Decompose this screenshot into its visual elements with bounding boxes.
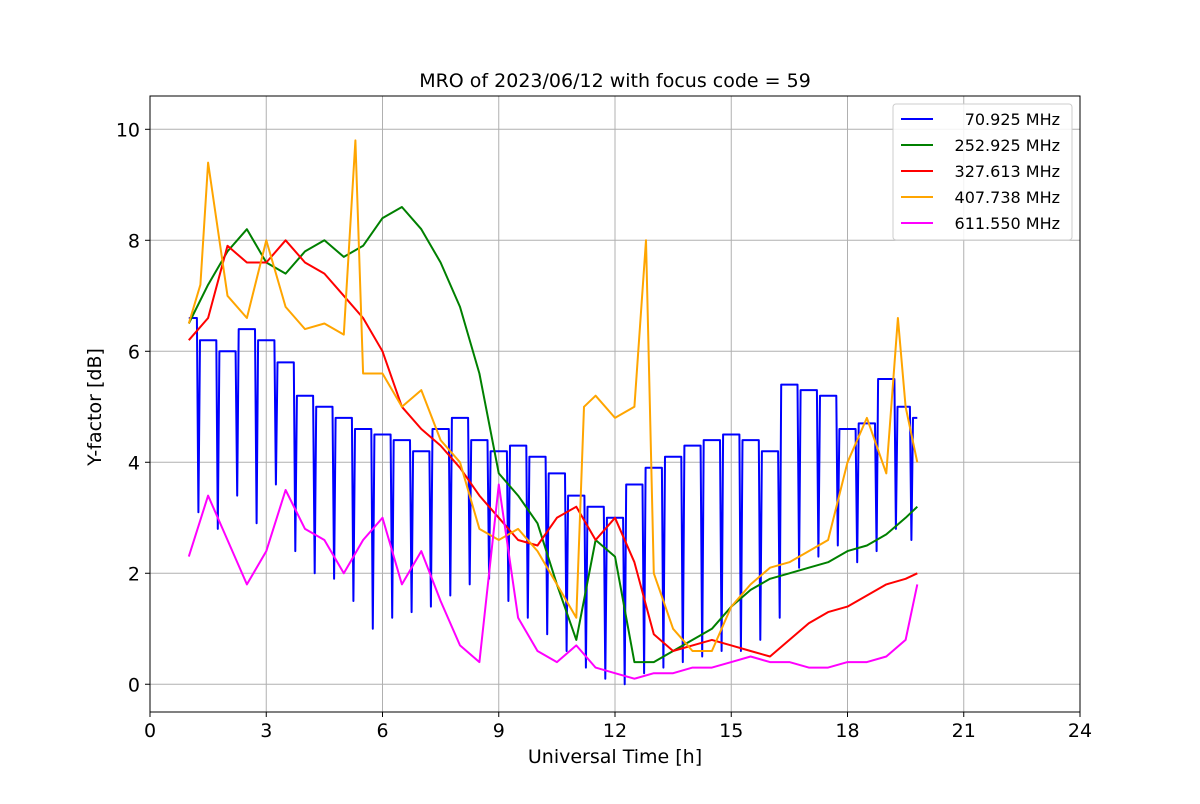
legend-label: 327.613 MHz xyxy=(955,162,1060,181)
x-tick-label: 12 xyxy=(603,720,627,742)
y-tick-label: 2 xyxy=(128,563,140,585)
series-lines xyxy=(187,139,919,686)
y-tick-label: 8 xyxy=(128,230,140,252)
legend-label: 611.550 MHz xyxy=(955,214,1060,233)
y-tick-label: 4 xyxy=(128,452,140,474)
legend-label: 70.925 MHz xyxy=(965,110,1060,129)
y-tick-label: 6 xyxy=(128,341,140,363)
legend-label: 407.738 MHz xyxy=(955,188,1060,207)
series-line-4 xyxy=(187,139,919,652)
x-tick-label: 6 xyxy=(376,720,388,742)
x-tick-label: 24 xyxy=(1068,720,1092,742)
x-tick-label: 9 xyxy=(493,720,505,742)
x-tick-label: 15 xyxy=(719,720,743,742)
y-tick-label: 0 xyxy=(128,674,140,696)
legend-box xyxy=(892,103,1073,241)
series-line-3 xyxy=(188,239,918,658)
x-tick-label: 18 xyxy=(835,720,859,742)
series-line-1 xyxy=(188,317,918,686)
y-tick-label: 10 xyxy=(116,119,140,141)
legend-label: 252.925 MHz xyxy=(955,136,1060,155)
x-axis-label: Universal Time [h] xyxy=(528,746,702,768)
legend: 70.925 MHz 252.925 MHz 327.613 MHz 407.738 … xyxy=(892,103,1073,241)
x-tick-label: 3 xyxy=(260,720,272,742)
y-axis-label: Y-factor [dB] xyxy=(84,348,106,467)
x-tick-label: 21 xyxy=(952,720,976,742)
chart-title: MRO of 2023/06/12 with focus code = 59 xyxy=(419,70,811,92)
series-line-5 xyxy=(187,483,919,680)
x-tick-label: 0 xyxy=(144,720,156,742)
